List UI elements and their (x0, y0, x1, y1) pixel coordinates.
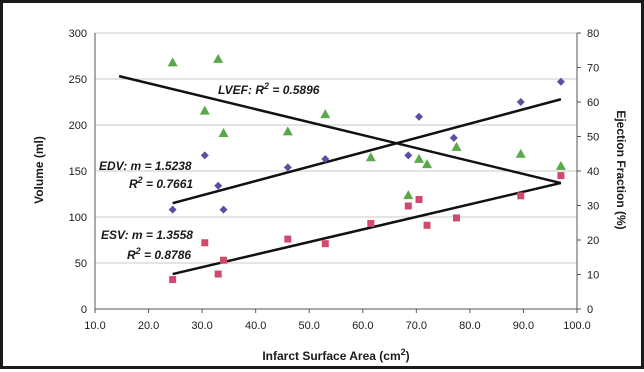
x-tick-label: 50.0 (299, 320, 320, 332)
edv-point (168, 205, 177, 214)
trendlines (118, 74, 562, 276)
lvef-point (199, 105, 210, 115)
y-left-tick-label: 150 (69, 166, 87, 178)
y-left-tick-label: 0 (81, 304, 87, 316)
axes (94, 32, 581, 313)
y-left-tick-label: 50 (75, 258, 87, 270)
lvef-point (365, 152, 376, 162)
edv-point (214, 181, 223, 190)
y-left-tick-label: 250 (69, 74, 87, 86)
edv-point (516, 98, 525, 106)
esv-point (220, 256, 228, 264)
x-tick-label: 80.0 (459, 320, 480, 332)
y-right-tick-label: 50 (587, 132, 599, 144)
esv-trendline (172, 181, 562, 276)
edv-point (415, 112, 424, 121)
lvef-point (213, 53, 224, 63)
edv-point (200, 151, 209, 160)
left-axis-ticks: 0 50 100 150 200 250 300 (69, 28, 87, 316)
x-tick-label: 100.0 (563, 320, 591, 332)
y-right-axis-title: Ejection Fraction (%) (614, 110, 628, 229)
y-right-tick-label: 80 (587, 28, 599, 40)
esv-point (321, 240, 329, 248)
x-tick-label: 20.0 (138, 320, 159, 332)
x-axis-ticks: 10.0 20.0 30.0 40.0 50.0 60.0 70.0 80.0 90.0 100.… (84, 320, 590, 332)
lvef-point (422, 159, 433, 169)
esv-point (423, 221, 431, 229)
y-right-tick-label: 0 (587, 304, 593, 316)
lvef-point (555, 160, 566, 170)
y-right-tick-label: 70 (587, 63, 599, 75)
data-points (167, 53, 566, 284)
right-axis-ticks: 0 10 20 30 40 50 60 70 80 (587, 28, 599, 316)
lvef-point (403, 190, 414, 200)
esv-slope-annotation: ESV: m = 1.3558 (101, 228, 193, 242)
lvef-point (451, 141, 462, 151)
esv-point (284, 235, 292, 243)
y-left-tick-label: 200 (69, 120, 87, 132)
x-tick-label: 60.0 (352, 320, 373, 332)
x-tick-label: 10.0 (84, 320, 105, 332)
lvef-point (414, 153, 425, 163)
esv-point (557, 172, 565, 180)
y-right-tick-label: 60 (587, 97, 599, 109)
edv-trendline (172, 98, 562, 205)
edv-slope-annotation: EDV: m = 1.5238 (99, 159, 192, 173)
lvef-point (282, 126, 293, 136)
esv-r2-annotation: R2 = 0.8786 (127, 246, 191, 262)
esv-point (517, 192, 525, 200)
gridlines (95, 32, 577, 264)
lvef-point (167, 57, 178, 67)
lvef-annotation: LVEF: R2 = 0.5896 (218, 81, 320, 97)
x-tick-label: 70.0 (406, 320, 427, 332)
y-left-tick-label: 100 (69, 212, 87, 224)
esv-point (415, 196, 423, 204)
y-left-axis-title: Volume (ml) (32, 136, 46, 204)
y-right-tick-label: 40 (587, 166, 599, 178)
esv-point (169, 276, 177, 284)
lvef-point (515, 148, 526, 158)
esv-point (453, 214, 460, 222)
x-tick-label: 40.0 (245, 320, 266, 332)
esv-point (201, 239, 209, 247)
esv-point (367, 219, 375, 227)
lvef-point (320, 109, 331, 119)
y-right-tick-label: 10 (587, 270, 599, 282)
edv-point (404, 151, 413, 160)
edv-point (321, 155, 330, 164)
y-right-tick-label: 20 (587, 235, 599, 247)
x-axis-title: Infarct Surface Area (cm2) (262, 347, 409, 363)
esv-point (214, 270, 222, 278)
edv-point (556, 77, 565, 86)
x-tick-label: 30.0 (191, 320, 212, 332)
edv-r2-annotation: R2 = 0.7661 (129, 175, 193, 191)
edv-point (219, 205, 228, 214)
y-right-tick-label: 30 (587, 201, 599, 213)
edv-point (283, 163, 292, 172)
esv-point (404, 202, 412, 210)
lvef-point (218, 128, 229, 138)
scatter-chart: 0 50 100 150 200 250 300 0 10 20 30 40 50 60 70 80 10.… (32, 28, 628, 363)
x-tick-label: 90.0 (513, 320, 534, 332)
edv-point (449, 133, 458, 142)
lvef-trendline (118, 74, 562, 185)
y-left-tick-label: 300 (69, 28, 87, 40)
